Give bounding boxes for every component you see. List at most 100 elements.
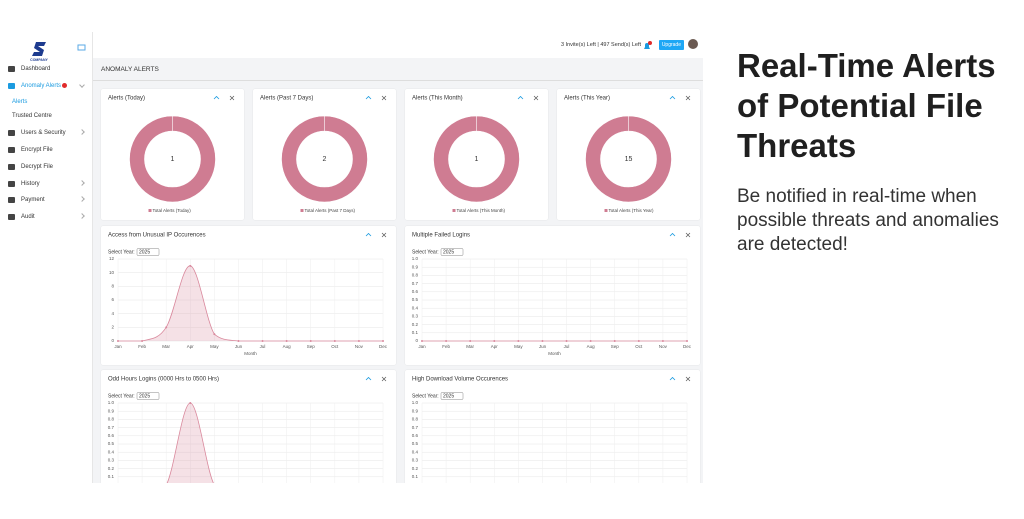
chart-title: Alerts (Today)	[108, 96, 145, 102]
close-icon[interactable]	[685, 95, 691, 101]
y-tick-label: 10	[109, 270, 115, 275]
x-tick-label: Oct	[635, 344, 643, 349]
menu-icon	[8, 130, 15, 136]
year-select[interactable]	[440, 248, 464, 256]
point	[165, 326, 168, 329]
area-fill	[118, 265, 383, 341]
collapse-icon[interactable]	[365, 376, 372, 381]
card: Access from Unusual IP Occurences Select …	[101, 226, 396, 365]
collapse-icon[interactable]	[669, 95, 676, 100]
close-icon[interactable]	[229, 95, 235, 101]
close-icon[interactable]	[381, 95, 387, 101]
collapse-icon[interactable]	[669, 376, 676, 381]
center-value: 2	[323, 156, 327, 163]
card: Multiple Failed Logins Select Year: 2025 0 0…	[405, 226, 700, 365]
x-tick-label: Jan	[418, 344, 426, 349]
collapse-icon[interactable]	[213, 95, 220, 100]
x-tick-label: May	[210, 344, 219, 349]
menu-item[interactable]: Anomaly Alerts	[21, 83, 62, 89]
page-title: ANOMALY ALERTS	[101, 66, 159, 73]
y-tick-label: 0.3	[412, 458, 419, 463]
y-tick-label: 0.4	[412, 449, 419, 454]
collapse-icon[interactable]	[365, 232, 372, 237]
x-tick-label: Feb	[442, 344, 450, 349]
area-fill	[167, 403, 214, 483]
x-tick-label: Jun	[539, 344, 547, 349]
point	[613, 340, 616, 342]
collapse-icon[interactable]	[365, 95, 372, 100]
close-icon[interactable]	[685, 376, 691, 382]
legend-label: Total Alerts (This Month)	[457, 208, 506, 213]
card: Alerts (Today) 1 Total Alerts (Today)	[101, 89, 244, 220]
y-tick-label: 0.3	[108, 458, 115, 463]
select-label: Select Year:	[412, 393, 439, 399]
select-label: Select Year:	[412, 249, 439, 255]
y-tick-label: 0.9	[412, 408, 419, 413]
close-icon[interactable]	[533, 95, 539, 101]
x-tick-label: Apr	[187, 344, 195, 349]
menu-item[interactable]: Users & Security	[21, 130, 66, 136]
chevron	[79, 180, 85, 186]
center-value: 1	[475, 156, 479, 163]
y-tick-label: 0.7	[108, 425, 115, 430]
close-icon[interactable]	[685, 232, 691, 238]
year-select[interactable]	[136, 392, 160, 400]
x-tick-label: Aug	[283, 344, 292, 349]
card: Alerts (Past 7 Days) 2 Total Alerts (Past …	[253, 89, 396, 220]
menu-toggle[interactable]	[77, 44, 86, 51]
y-tick-label: 0	[415, 338, 418, 343]
menu-item[interactable]: Payment	[21, 197, 45, 203]
point	[469, 340, 472, 342]
legend-swatch	[604, 209, 608, 212]
year-select[interactable]	[136, 248, 160, 256]
y-tick-label: 0.1	[412, 474, 419, 479]
y-tick-label: 0.9	[412, 264, 419, 269]
promo-body: Be notified in real-time when possible t…	[737, 186, 999, 255]
menu-icon	[8, 66, 15, 72]
bell-icon	[644, 43, 650, 49]
bell[interactable]	[641, 40, 653, 52]
collapse-icon[interactable]	[517, 95, 524, 100]
menu-item[interactable]: Dashboard	[21, 66, 51, 72]
y-tick-label: 0.5	[108, 441, 115, 446]
point	[517, 340, 520, 342]
collapse-icon[interactable]	[669, 232, 676, 237]
y-tick-label: 0.6	[108, 433, 115, 438]
card: Alerts (This Month) 1 Total Alerts (This M…	[405, 89, 548, 220]
point	[141, 340, 144, 342]
menu-item[interactable]: History	[21, 181, 40, 187]
x-tick-label: Dec	[379, 344, 388, 349]
legend-label: Total Alerts (Today)	[153, 208, 192, 213]
menu-icon	[8, 83, 15, 89]
legend-swatch	[452, 209, 456, 212]
alert-dot	[62, 83, 67, 88]
y-tick-label: 0.5	[412, 297, 419, 302]
y-tick-label: 0.6	[412, 433, 419, 438]
logo: COMPANY	[30, 42, 86, 62]
upgrade-button[interactable]: Upgrade	[658, 40, 684, 50]
y-tick-label: 0.8	[108, 417, 115, 422]
donut-segment	[433, 115, 520, 203]
menu-item[interactable]: Trusted Centre	[12, 113, 52, 119]
brand: COMPANY	[30, 58, 48, 62]
menu-item[interactable]: Alerts	[12, 99, 28, 105]
chart-title: Alerts (This Month)	[412, 96, 463, 102]
year-select[interactable]	[440, 392, 464, 400]
x-tick-label: Mar	[466, 344, 474, 349]
close-icon[interactable]	[381, 232, 387, 238]
chart-title: Alerts (Past 7 Days)	[260, 96, 313, 102]
avatar[interactable]	[688, 39, 698, 49]
chart-title: Access from Unusual IP Occurences	[108, 233, 206, 239]
menu-item[interactable]: Decrypt File	[21, 164, 54, 170]
y-tick-label: 0.6	[412, 289, 419, 294]
menu-icon	[8, 181, 15, 187]
menu-item[interactable]: Audit	[21, 214, 35, 220]
y-tick-label: 1.0	[412, 400, 419, 405]
chevron	[79, 82, 85, 88]
chart: Alerts (This Month) 1 Total Alerts (This M…	[412, 95, 539, 213]
menu-item[interactable]: Encrypt File	[21, 147, 53, 153]
close-icon[interactable]	[381, 376, 387, 382]
y-tick-label: 0.9	[108, 408, 115, 413]
point	[261, 340, 264, 342]
point	[445, 340, 448, 342]
